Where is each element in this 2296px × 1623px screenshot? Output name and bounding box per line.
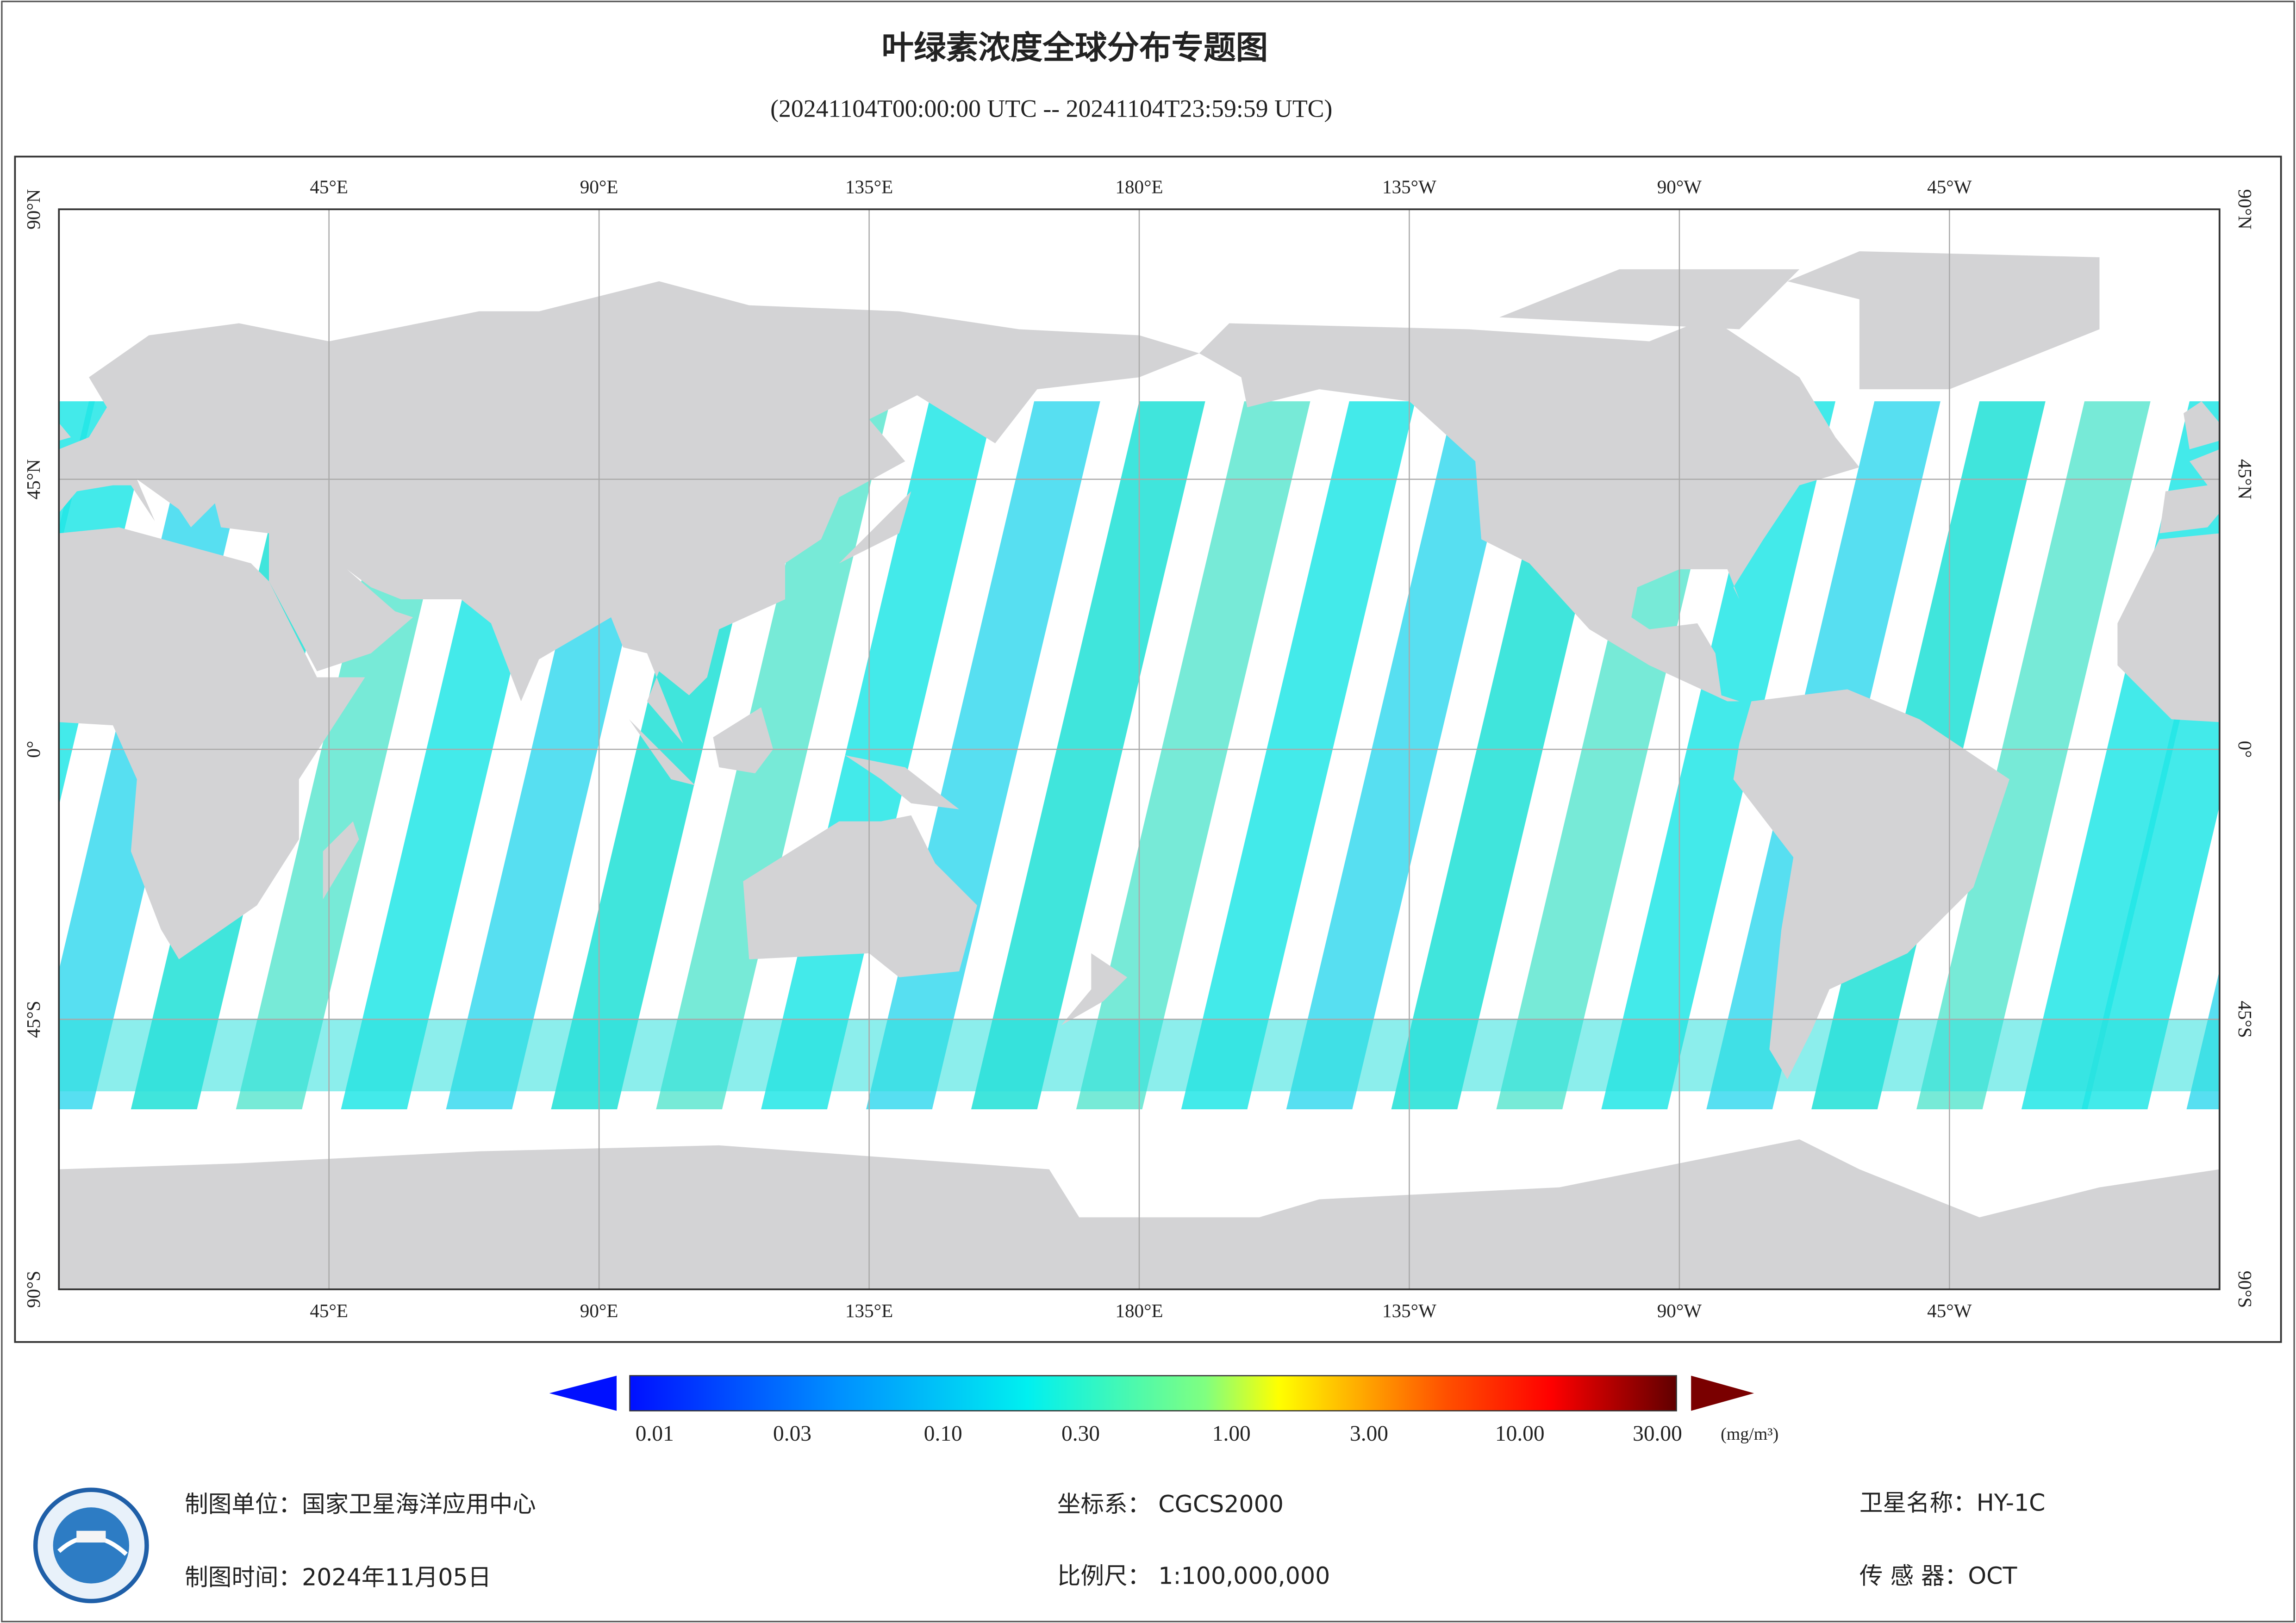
lat-label-right: 45°S xyxy=(2234,1001,2256,1038)
map-border xyxy=(58,208,2221,1290)
logo xyxy=(33,1487,149,1604)
landmass xyxy=(1061,953,1128,1026)
colorbar-unit: (mg/m³) xyxy=(1721,1424,1778,1444)
colorbar-tick-label: 1.00 xyxy=(1212,1422,1251,1446)
footer-scale: 比例尺： 1:100,000,000 xyxy=(1057,1562,1330,1589)
landmass xyxy=(1787,251,2100,390)
landmass xyxy=(59,423,71,441)
lat-label-left: 90°N xyxy=(23,189,44,230)
ocean-swath xyxy=(1181,401,1416,1110)
map-area xyxy=(59,209,2220,1289)
colorbar-tick-label: 3.00 xyxy=(1350,1422,1388,1446)
lon-label-bottom: 135°W xyxy=(1382,1300,1436,1321)
colorbar-tick-label: 0.01 xyxy=(636,1422,674,1446)
landmass xyxy=(1733,689,2010,1080)
landmass xyxy=(2184,401,2220,449)
landmass xyxy=(1199,317,1859,702)
footer-unit: 制图单位：国家卫星海洋应用中心 xyxy=(185,1491,536,1518)
lat-label-left: 0° xyxy=(23,741,44,758)
landmass xyxy=(845,755,960,809)
footer-date: 制图时间：2024年11月05日 xyxy=(185,1564,491,1591)
lat-label-right: 0° xyxy=(2234,741,2256,758)
lon-label-top: 45°W xyxy=(1927,176,1972,197)
lat-label-left: 90°S xyxy=(23,1271,44,1308)
landmass xyxy=(629,719,695,785)
colorbar-tick-label: 30.00 xyxy=(1633,1422,1682,1446)
lon-label-top: 135°W xyxy=(1382,176,1436,197)
landmass xyxy=(323,821,359,900)
colorbar-ticks: 0.01 0.03 0.10 0.30 1.00 3.00 10.00 30.00 xyxy=(636,1422,1682,1446)
colorbar-tick-label: 0.30 xyxy=(1061,1422,1100,1446)
landmass xyxy=(839,491,911,564)
lat-label-left: 45°N xyxy=(23,459,44,499)
ocean-swath xyxy=(1601,401,1836,1110)
lon-label-top: 90°W xyxy=(1657,176,1702,197)
colorbar-tick-label: 10.00 xyxy=(1495,1422,1545,1446)
lon-label-bottom: 180°E xyxy=(1115,1300,1163,1321)
lon-label-bottom: 45°E xyxy=(310,1300,348,1321)
colorbar-low-arrow xyxy=(549,1375,617,1411)
graticule-labels: 45°E 45°E 90°E 90°E 135°E 135°E 180°E 180°E 135°… xyxy=(23,176,2256,1321)
lon-label-bottom: 45°W xyxy=(1927,1300,1972,1321)
map-frame xyxy=(14,155,2282,1343)
landmass xyxy=(1499,269,1800,330)
lon-label-bottom: 135°E xyxy=(845,1300,893,1321)
footer-satellite: 卫星名称：HY-1C xyxy=(1859,1489,2046,1516)
lat-label-left: 45°S xyxy=(23,1001,44,1038)
lon-label-top: 180°E xyxy=(1115,176,1163,197)
landmass xyxy=(743,815,977,977)
lon-label-top: 45°E xyxy=(310,176,348,197)
landmass xyxy=(59,527,365,959)
ocean-swath xyxy=(1286,401,1521,1110)
lon-label-top: 135°E xyxy=(845,176,893,197)
ocean-swath xyxy=(656,401,890,1110)
landmass xyxy=(2117,533,2220,722)
colorbar xyxy=(629,1375,1677,1412)
title: 叶绿素浓度全球分布专题图 xyxy=(882,29,1268,67)
ocean-swath xyxy=(971,401,1205,1110)
colorbar-tick-label: 0.03 xyxy=(773,1422,811,1446)
footer-crs: 坐标系： CGCS2000 xyxy=(1057,1491,1284,1518)
landmass xyxy=(713,707,774,773)
lon-label-bottom: 90°W xyxy=(1657,1300,1702,1321)
ocean-swath xyxy=(1496,401,1731,1110)
lat-label-right: 90°S xyxy=(2234,1271,2256,1308)
lon-label-bottom: 90°E xyxy=(580,1300,618,1321)
lon-label-top: 90°E xyxy=(580,176,618,197)
lat-label-right: 90°N xyxy=(2234,189,2256,230)
footer-sensor: 传 感 器：OCT xyxy=(1859,1562,2018,1589)
subtitle: (20241104T00:00:00 UTC -- 20241104T23:59… xyxy=(770,95,1332,123)
ocean-swath xyxy=(1916,401,2151,1110)
ocean-swath xyxy=(1076,401,1310,1110)
colorbar-tick-label: 0.10 xyxy=(924,1422,962,1446)
colorbar-high-arrow xyxy=(1691,1375,1754,1411)
landmass xyxy=(2159,449,2220,534)
landmass xyxy=(59,281,1199,744)
lat-label-right: 45°N xyxy=(2234,459,2256,499)
